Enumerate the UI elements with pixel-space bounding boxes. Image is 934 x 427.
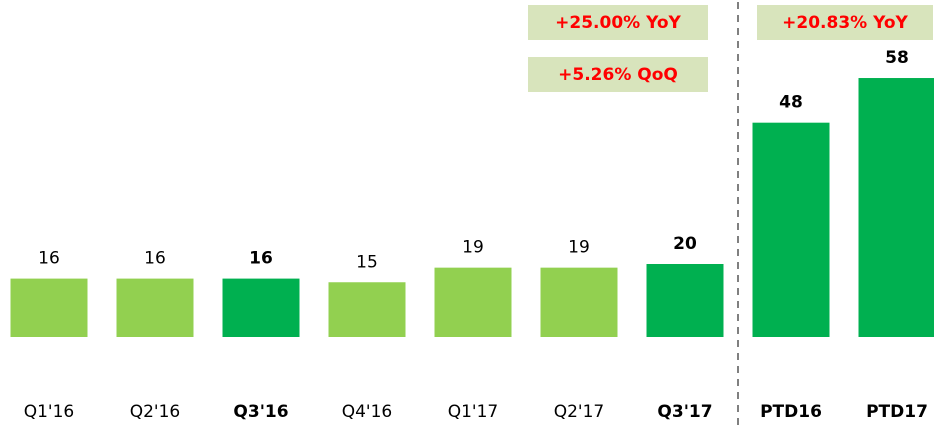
x-tick-label: Q3'16 (233, 402, 288, 422)
x-tick-label: Q2'16 (130, 402, 181, 422)
value-label: 19 (568, 238, 590, 258)
x-tick-label: PTD17 (866, 402, 928, 422)
annotation: +25.00% YoY (555, 13, 681, 33)
bar (116, 278, 194, 337)
x-tick-label: Q3'17 (657, 402, 712, 422)
value-label: 16 (38, 249, 60, 269)
value-label: 48 (779, 93, 803, 113)
x-tick-label: Q1'17 (448, 402, 499, 422)
bar (222, 278, 300, 337)
bar (328, 282, 406, 337)
x-tick-label: Q1'16 (24, 402, 75, 422)
x-tick-label: Q4'16 (342, 402, 393, 422)
annotation-box (528, 5, 708, 40)
x-tick-label: PTD16 (760, 402, 822, 422)
annotation-box (528, 57, 708, 92)
value-label: 19 (462, 238, 484, 258)
value-label: 58 (885, 48, 909, 68)
bar (434, 267, 512, 337)
value-label: 20 (673, 234, 697, 254)
value-label: 15 (356, 252, 378, 272)
value-label: 16 (249, 249, 273, 269)
x-tick-label: Q2'17 (554, 402, 605, 422)
bar (540, 267, 618, 337)
annotation-box (757, 5, 933, 40)
annotation: +5.26% QoQ (558, 65, 678, 85)
value-label: 16 (144, 249, 166, 269)
bar (752, 122, 830, 338)
bar (646, 264, 724, 337)
annotation: +20.83% YoY (782, 13, 908, 33)
bar (858, 78, 934, 337)
bar (10, 278, 88, 337)
